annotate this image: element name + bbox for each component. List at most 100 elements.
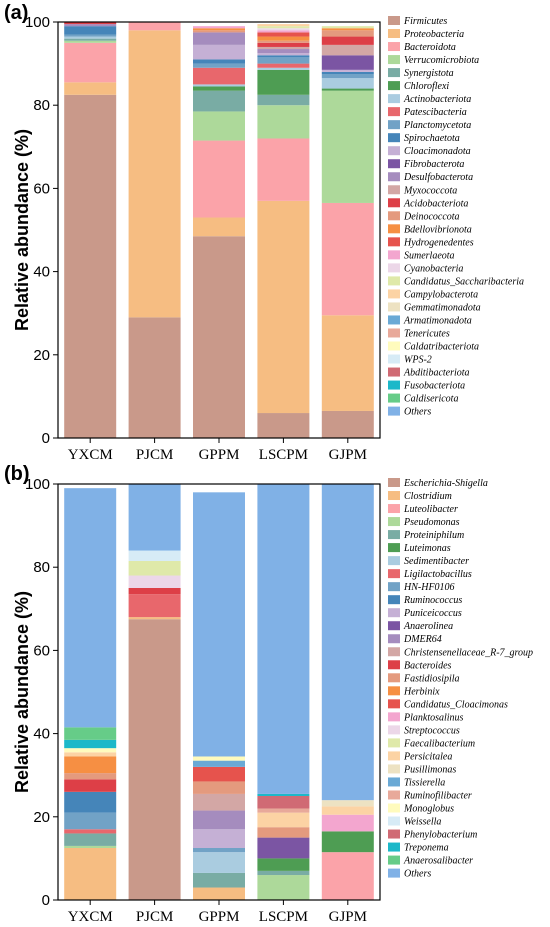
bar-segment [257, 413, 310, 438]
legend-swatch [388, 211, 400, 221]
bar-segment [193, 140, 245, 218]
y-tick-label: 100 [25, 14, 50, 31]
bar-segment [64, 833, 117, 846]
legend-swatch [388, 504, 400, 514]
bar-segment [128, 594, 181, 618]
legend-label: Hydrogenedentes [403, 237, 474, 248]
legend-label: Bdellovibrionota [404, 224, 472, 235]
legend-swatch [388, 660, 400, 670]
y-axis-label: Relative abundance (%) [12, 591, 32, 793]
legend-label: Planctomycetota [403, 120, 471, 131]
legend-label: Anaerolinea [403, 621, 453, 632]
legend-swatch [388, 777, 400, 787]
bar-segment [128, 22, 181, 31]
legend-label: Pusillimonas [403, 764, 456, 775]
y-tick-label: 60 [33, 642, 50, 659]
bar-segment [193, 829, 245, 848]
legend-swatch [388, 224, 400, 234]
bar-segment [193, 44, 245, 60]
legend-swatch [388, 328, 400, 338]
y-tick-label: 40 [33, 264, 50, 281]
bar-segment [64, 40, 117, 43]
bar-segment [64, 848, 117, 900]
legend-swatch [388, 29, 400, 39]
bar-segment [321, 484, 374, 801]
bar-segment [321, 315, 374, 411]
legend-swatch [388, 517, 400, 527]
panel-b: (b) Relative abundance (%) YXCM PJCM GPPM LSC… [4, 463, 533, 925]
legend-swatch [388, 81, 400, 91]
legend-label: Others [404, 869, 431, 880]
legend-swatch [388, 621, 400, 631]
bar-segment [321, 30, 374, 37]
legend-label: Fastidiosipila [403, 673, 460, 684]
y-tick-label: 80 [33, 559, 50, 576]
y-tick-label: 40 [33, 726, 50, 743]
legend-swatch [388, 94, 400, 104]
legend-swatch [388, 55, 400, 65]
bar-segment [257, 808, 310, 813]
legend-label: Bacteroidota [404, 42, 456, 53]
legend-label: WPS-2 [404, 355, 432, 366]
bar-segment [128, 317, 181, 438]
legend-label: Ruminococcus [403, 595, 462, 606]
bar-segment [321, 55, 374, 70]
legend-label: Monoglobus [403, 804, 454, 815]
legend-swatch [388, 543, 400, 553]
bar-segment [257, 200, 310, 414]
legend-label: Desulfobacterota [403, 172, 473, 183]
bar-segment [257, 24, 310, 27]
legend-label: Faecalibacterium [403, 738, 475, 749]
bar-segment [193, 59, 245, 64]
legend-swatch [388, 185, 400, 195]
bar-segment [321, 28, 374, 31]
bar-segment [193, 810, 245, 830]
y-tick-label: 0 [42, 430, 50, 447]
bar-segment [64, 22, 117, 25]
legend-swatch [388, 829, 400, 839]
bar-segment [257, 793, 310, 796]
legend-swatch [388, 673, 400, 683]
bar-segment [321, 806, 374, 815]
legend-swatch [388, 764, 400, 774]
x-tick-label: LSCPM [259, 909, 308, 922]
bar-segment [64, 34, 117, 37]
bar-segment [64, 42, 117, 83]
bar-segment [128, 550, 181, 561]
legend-label: Anaerosalibacter [403, 856, 473, 867]
legend-swatch [388, 569, 400, 579]
bar-segment [64, 779, 117, 792]
bar-segment [257, 105, 310, 139]
legend-label: DMER64 [403, 634, 442, 645]
bar-segment [257, 870, 310, 876]
bar-segment [193, 67, 245, 85]
bar-segment [64, 82, 117, 95]
bar-segment [257, 484, 310, 794]
bar-segment [257, 40, 310, 43]
legend-label: Herbinix [403, 686, 440, 697]
bar-segment [193, 236, 245, 438]
bar-segment [257, 796, 310, 809]
bar-segment [193, 217, 245, 237]
bar-segment [257, 63, 310, 68]
bar-segment [321, 202, 374, 316]
x-tick-label: PJCM [136, 447, 174, 463]
legend-swatch [388, 263, 400, 273]
legend-label: Puniceicoccus [403, 608, 462, 619]
legend-label: Streptococcus [404, 725, 460, 736]
legend-label: Acidobacteriota [403, 198, 468, 209]
legend-label: Campylobacterota [404, 289, 478, 300]
legend-label: Ligilactobacillus [403, 569, 472, 580]
legend-swatch [388, 16, 400, 25]
legend-swatch [388, 159, 400, 169]
bar-segment [193, 30, 245, 33]
legend-label: Myxococcota [403, 185, 457, 196]
bar-segment [257, 57, 310, 64]
bar-segment [257, 812, 310, 828]
legend-swatch [388, 289, 400, 299]
bar-segment [193, 84, 245, 87]
legend-label: Caldatribacteriota [404, 342, 479, 353]
bar-segment [321, 831, 374, 853]
bar-segment [257, 30, 310, 33]
